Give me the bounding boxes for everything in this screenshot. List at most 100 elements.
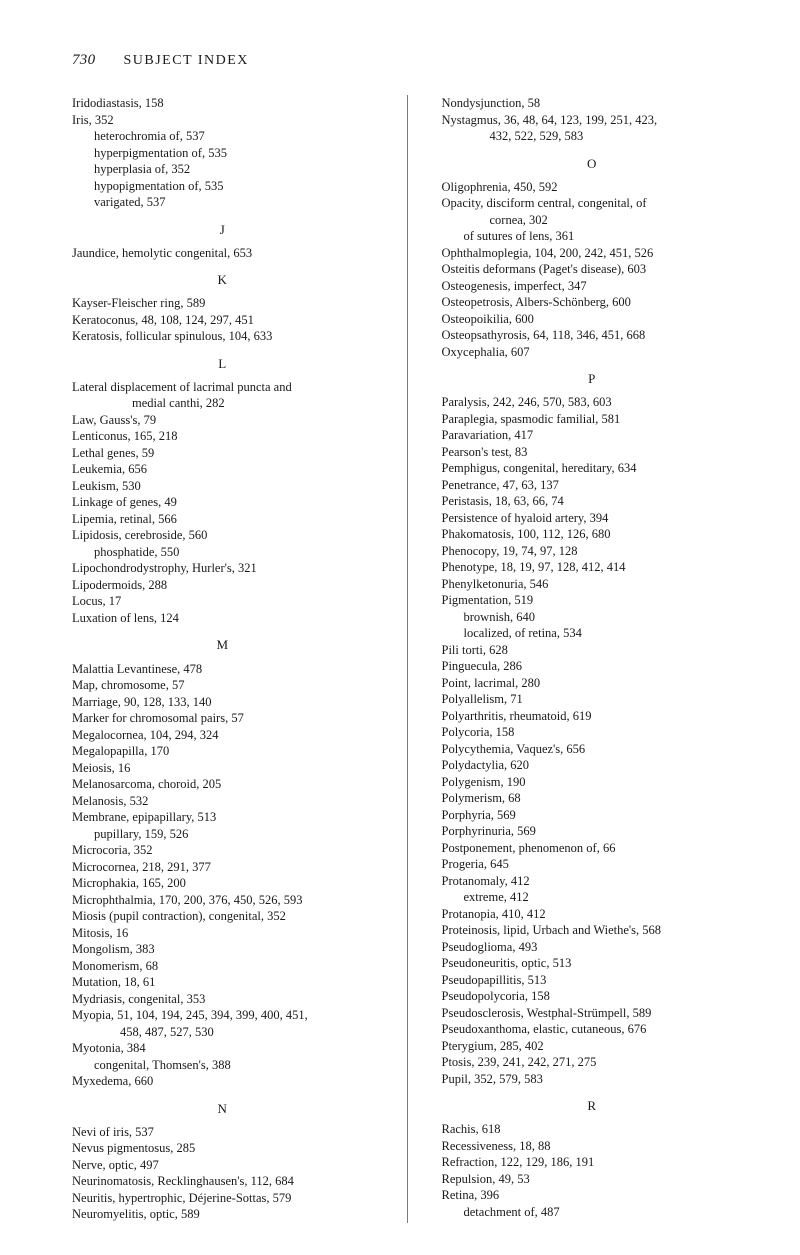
index-entry: Osteopsathyrosis, 64, 118, 346, 451, 668	[442, 327, 743, 344]
index-entry: Mitosis, 16	[72, 925, 373, 942]
index-entry: Melanosis, 532	[72, 793, 373, 810]
index-entry: Melanosarcoma, choroid, 205	[72, 776, 373, 793]
index-entry: Lateral displacement of lacrimal puncta …	[72, 379, 373, 396]
index-continuation: cornea, 302	[442, 212, 743, 229]
index-entry: Pseudoxanthoma, elastic, cutaneous, 676	[442, 1021, 743, 1038]
section-letter: J	[72, 221, 373, 238]
left-column: Iridodiastasis, 158Iris, 352heterochromi…	[72, 95, 373, 1223]
index-entry: Luxation of lens, 124	[72, 610, 373, 627]
index-entry: Marriage, 90, 128, 133, 140	[72, 694, 373, 711]
index-entry: Pseudopapillitis, 513	[442, 972, 743, 989]
index-entry: Mydriasis, congenital, 353	[72, 991, 373, 1008]
index-entry: Osteopoikilia, 600	[442, 311, 743, 328]
index-entry: Polydactylia, 620	[442, 757, 743, 774]
index-entry: Pearson's test, 83	[442, 444, 743, 461]
header-title: SUBJECT INDEX	[123, 53, 248, 68]
index-entry: Refraction, 122, 129, 186, 191	[442, 1154, 743, 1171]
index-entry: Persistence of hyaloid artery, 394	[442, 510, 743, 527]
index-entry: Point, lacrimal, 280	[442, 675, 743, 692]
index-entry: Myotonia, 384	[72, 1040, 373, 1057]
index-entry: Progeria, 645	[442, 856, 743, 873]
index-entry: Paravariation, 417	[442, 427, 743, 444]
index-entry: Microphakia, 165, 200	[72, 875, 373, 892]
index-entry: Osteopetrosis, Albers-Schönberg, 600	[442, 294, 743, 311]
index-entry: Phenylketonuria, 546	[442, 576, 743, 593]
index-entry: Peristasis, 18, 63, 66, 74	[442, 493, 743, 510]
index-entry: Pemphigus, congenital, hereditary, 634	[442, 460, 743, 477]
index-subentry: hyperplasia of, 352	[72, 161, 373, 178]
index-subentry: detachment of, 487	[442, 1204, 743, 1221]
index-entry: Law, Gauss's, 79	[72, 412, 373, 429]
index-entry: Mutation, 18, 61	[72, 974, 373, 991]
index-entry: Porphyria, 569	[442, 807, 743, 824]
index-entry: Osteitis deformans (Paget's disease), 60…	[442, 261, 743, 278]
section-letter: K	[72, 271, 373, 288]
page-number: 730	[72, 52, 95, 69]
index-entry: Polygenism, 190	[442, 774, 743, 791]
index-entry: Oxycephalia, 607	[442, 344, 743, 361]
index-entry: Marker for chromosomal pairs, 57	[72, 710, 373, 727]
index-entry: Repulsion, 49, 53	[442, 1171, 743, 1188]
index-entry: Locus, 17	[72, 593, 373, 610]
index-entry: Leukism, 530	[72, 478, 373, 495]
index-entry: Pseudoneuritis, optic, 513	[442, 955, 743, 972]
index-entry: Myxedema, 660	[72, 1073, 373, 1090]
index-entry: Iris, 352	[72, 112, 373, 129]
index-entry: Pigmentation, 519	[442, 592, 743, 609]
index-entry: Phenotype, 18, 19, 97, 128, 412, 414	[442, 559, 743, 576]
index-entry: Membrane, epipapillary, 513	[72, 809, 373, 826]
index-entry: Myopia, 51, 104, 194, 245, 394, 399, 400…	[72, 1007, 373, 1024]
index-entry: Pupil, 352, 579, 583	[442, 1071, 743, 1088]
index-entry: Pterygium, 285, 402	[442, 1038, 743, 1055]
index-entry: Polyallelism, 71	[442, 691, 743, 708]
index-entry: Keratosis, follicular spinulous, 104, 63…	[72, 328, 373, 345]
index-entry: Pseudopolycoria, 158	[442, 988, 743, 1005]
index-entry: Oligophrenia, 450, 592	[442, 179, 743, 196]
right-column: Nondysjunction, 58Nystagmus, 36, 48, 64,…	[442, 95, 743, 1223]
section-letter: L	[72, 355, 373, 372]
index-entry: Mongolism, 383	[72, 941, 373, 958]
index-entry: Neuritis, hypertrophic, Déjerine-Sottas,…	[72, 1190, 373, 1207]
index-entry: Nevi of iris, 537	[72, 1124, 373, 1141]
index-entry: Polycythemia, Vaquez's, 656	[442, 741, 743, 758]
index-entry: Postponement, phenomenon of, 66	[442, 840, 743, 857]
index-entry: Paraplegia, spasmodic familial, 581	[442, 411, 743, 428]
index-entry: Map, chromosome, 57	[72, 677, 373, 694]
index-entry: Porphyrinuria, 569	[442, 823, 743, 840]
index-entry: Kayser-Fleischer ring, 589	[72, 295, 373, 312]
index-entry: Megalocornea, 104, 294, 324	[72, 727, 373, 744]
index-subentry: heterochromia of, 537	[72, 128, 373, 145]
index-entry: Lipemia, retinal, 566	[72, 511, 373, 528]
index-entry: Protanomaly, 412	[442, 873, 743, 890]
index-entry: Opacity, disciform central, congenital, …	[442, 195, 743, 212]
index-entry: Microphthalmia, 170, 200, 376, 450, 526,…	[72, 892, 373, 909]
index-entry: Meiosis, 16	[72, 760, 373, 777]
index-subentry: brownish, 640	[442, 609, 743, 626]
index-entry: Osteogenesis, imperfect, 347	[442, 278, 743, 295]
index-entry: Malattia Levantinese, 478	[72, 661, 373, 678]
index-subentry: extreme, 412	[442, 889, 743, 906]
index-subentry: phosphatide, 550	[72, 544, 373, 561]
index-entry: Neuromyelitis, optic, 589	[72, 1206, 373, 1223]
index-entry: Retina, 396	[442, 1187, 743, 1204]
index-entry: Jaundice, hemolytic congenital, 653	[72, 245, 373, 262]
index-entry: Phakomatosis, 100, 112, 126, 680	[442, 526, 743, 543]
index-columns: Iridodiastasis, 158Iris, 352heterochromi…	[72, 95, 742, 1223]
column-divider	[407, 95, 408, 1223]
index-subentry: congenital, Thomsen's, 388	[72, 1057, 373, 1074]
index-entry: Penetrance, 47, 63, 137	[442, 477, 743, 494]
index-continuation: 432, 522, 529, 583	[442, 128, 743, 145]
index-subentry: medial canthi, 282	[72, 395, 373, 412]
index-entry: Lethal genes, 59	[72, 445, 373, 462]
index-entry: Pseudosclerosis, Westphal-Strümpell, 589	[442, 1005, 743, 1022]
index-entry: Lipodermoids, 288	[72, 577, 373, 594]
section-letter: M	[72, 636, 373, 653]
index-entry: Nondysjunction, 58	[442, 95, 743, 112]
index-entry: Polycoria, 158	[442, 724, 743, 741]
page-header: 730 SUBJECT INDEX	[72, 52, 742, 69]
index-entry: Microcornea, 218, 291, 377	[72, 859, 373, 876]
section-letter: R	[442, 1097, 743, 1114]
index-continuation: 458, 487, 527, 530	[72, 1024, 373, 1041]
index-entry: Megalopapilla, 170	[72, 743, 373, 760]
index-entry: Pinguecula, 286	[442, 658, 743, 675]
